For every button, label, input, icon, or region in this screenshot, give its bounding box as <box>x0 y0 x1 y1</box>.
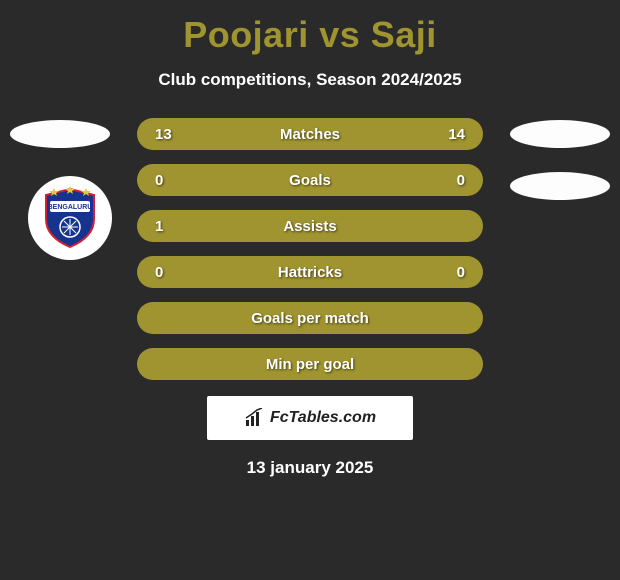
club-shield-icon: BENGALURU <box>40 185 100 251</box>
date-line: 13 january 2025 <box>0 458 620 478</box>
left-club-badge: BENGALURU <box>28 176 112 260</box>
stat-row-matches: 13 Matches 14 <box>137 118 483 150</box>
stat-label: Assists <box>283 218 336 235</box>
attribution-text: FcTables.com <box>270 409 376 427</box>
stat-row-assists: 1 Assists <box>137 210 483 242</box>
stat-row-goals: 0 Goals 0 <box>137 164 483 196</box>
stat-right-value: 0 <box>441 172 465 189</box>
stat-label: Min per goal <box>266 356 354 373</box>
page-title: Poojari vs Saji <box>0 0 620 56</box>
svg-text:BENGALURU: BENGALURU <box>48 204 93 211</box>
stat-right-value: 0 <box>441 264 465 281</box>
right-club-placeholder <box>510 172 610 200</box>
stat-left-value: 1 <box>155 218 179 235</box>
right-player-placeholder <box>510 120 610 148</box>
stat-label: Hattricks <box>278 264 342 281</box>
attribution-badge[interactable]: FcTables.com <box>207 396 413 440</box>
content-area: BENGALURU 13 Matches 14 0 Goals 0 1 Assi… <box>0 118 620 478</box>
chart-icon <box>244 408 264 428</box>
stat-row-goals-per-match: Goals per match <box>137 302 483 334</box>
stat-label: Goals per match <box>251 310 369 327</box>
stats-column: 13 Matches 14 0 Goals 0 1 Assists 0 Hatt… <box>137 118 483 380</box>
stat-row-hattricks: 0 Hattricks 0 <box>137 256 483 288</box>
stat-label: Goals <box>289 172 331 189</box>
stat-left-value: 0 <box>155 172 179 189</box>
stat-label: Matches <box>280 126 340 143</box>
stat-right-value: 14 <box>441 126 465 143</box>
stat-left-value: 13 <box>155 126 179 143</box>
subtitle: Club competitions, Season 2024/2025 <box>0 70 620 90</box>
stat-left-value: 0 <box>155 264 179 281</box>
left-player-placeholder <box>10 120 110 148</box>
stat-row-min-per-goal: Min per goal <box>137 348 483 380</box>
